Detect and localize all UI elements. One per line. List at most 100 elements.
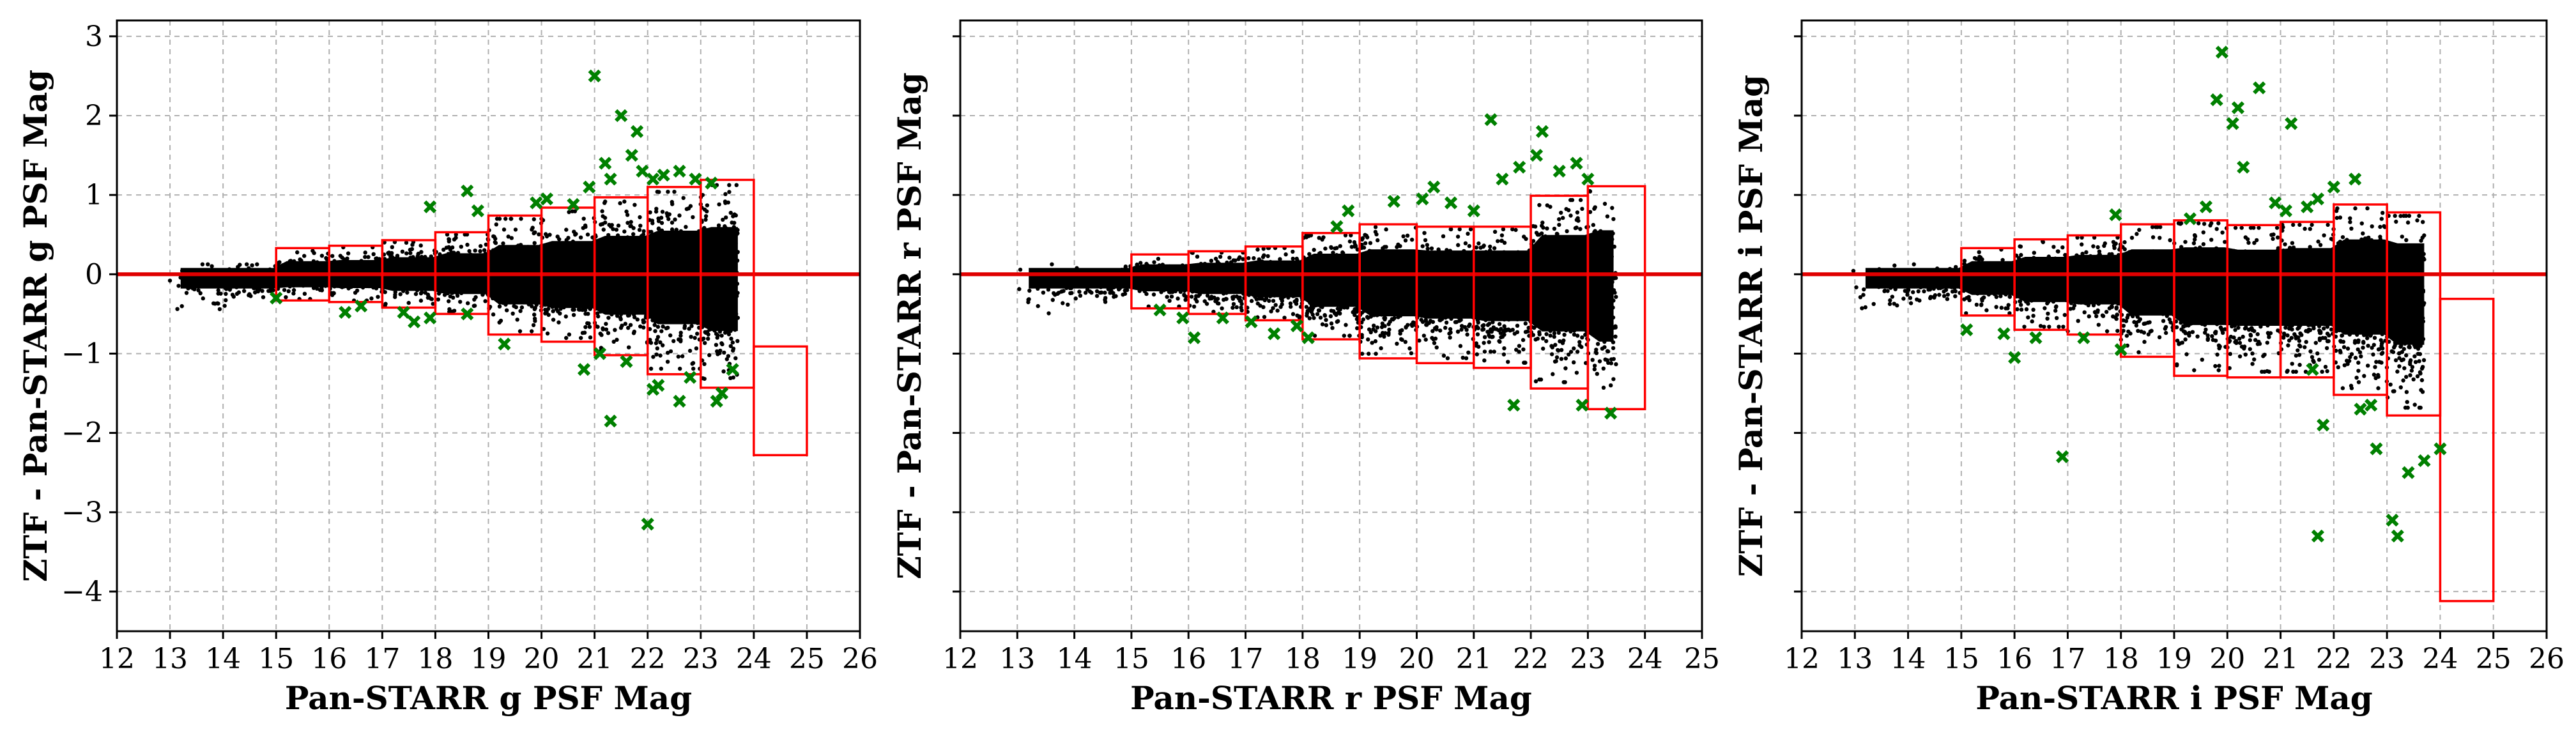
data-point — [721, 217, 725, 222]
data-point — [436, 297, 440, 302]
data-point — [1557, 217, 1561, 222]
data-point — [1467, 243, 1471, 249]
data-point — [1482, 358, 1487, 363]
data-point — [1374, 351, 1378, 356]
data-point — [1601, 385, 1606, 390]
y-tick-label: 1 — [85, 179, 103, 211]
x-tick-label: 15 — [258, 643, 294, 675]
data-point — [1211, 309, 1216, 314]
data-point — [1457, 227, 1462, 232]
data-point — [671, 339, 676, 344]
data-point — [687, 348, 693, 353]
data-point — [1372, 323, 1376, 328]
data-point — [1422, 334, 1426, 338]
outlier-marker — [339, 305, 352, 319]
data-point — [1209, 258, 1214, 263]
data-point — [1572, 346, 1576, 351]
data-point — [1304, 233, 1308, 238]
data-point — [363, 255, 367, 259]
data-point — [673, 217, 677, 222]
data-point — [1227, 256, 1232, 260]
data-point — [1255, 301, 1261, 306]
data-point — [705, 203, 710, 208]
data-point — [1347, 239, 1353, 244]
data-point — [1330, 326, 1335, 330]
data-point — [250, 263, 254, 268]
data-point — [1554, 231, 1560, 236]
data-point — [1289, 304, 1293, 309]
data-point — [1521, 347, 1526, 352]
data-point — [509, 217, 513, 221]
data-point — [1257, 257, 1262, 262]
x-tick-label: 16 — [311, 643, 347, 675]
data-point — [1595, 372, 1599, 376]
data-point — [1492, 246, 1497, 250]
data-point — [654, 352, 659, 356]
outlier-marker — [424, 311, 437, 325]
data-point — [383, 290, 387, 295]
x-tick-label: 23 — [683, 643, 719, 675]
outlier-marker — [424, 200, 437, 213]
data-point — [603, 220, 608, 225]
data-point — [1537, 203, 1542, 208]
data-point — [1218, 254, 1223, 259]
data-point — [684, 225, 688, 229]
data-point — [693, 335, 697, 341]
data-point — [374, 256, 379, 261]
data-point — [602, 215, 608, 220]
data-point — [641, 229, 646, 234]
data-point — [1517, 349, 1521, 354]
data-point — [464, 232, 470, 237]
data-point — [1564, 207, 1568, 211]
data-point — [532, 241, 537, 245]
panel-g: 12 13 14 15 16 17 18 19 20 21 22 23 24 25 26−4−3−2−101… — [17, 19, 878, 717]
data-point — [668, 349, 673, 354]
data-point — [618, 201, 622, 206]
outlier-marker — [673, 394, 686, 408]
data-point — [514, 305, 518, 309]
data-point — [1323, 246, 1328, 251]
data-point — [1496, 239, 1500, 243]
data-point — [1195, 254, 1200, 259]
data-point — [703, 214, 709, 218]
data-point — [418, 243, 423, 248]
data-point — [1271, 298, 1276, 303]
data-point — [613, 328, 617, 332]
data-point — [1445, 356, 1450, 360]
data-point — [628, 224, 632, 229]
data-point — [1603, 357, 1607, 362]
data-point — [1077, 289, 1082, 294]
data-point — [728, 344, 733, 348]
data-point — [606, 316, 611, 320]
data-point — [655, 346, 660, 351]
data-point — [1379, 325, 1384, 330]
data-point — [684, 207, 689, 211]
data-point — [731, 348, 735, 353]
data-point — [1305, 313, 1309, 318]
data-point — [451, 295, 456, 300]
data-point — [418, 298, 424, 303]
data-point — [714, 332, 719, 336]
outlier-marker — [673, 164, 686, 178]
data-point — [1531, 239, 1536, 243]
data-point — [1195, 299, 1199, 303]
data-point — [1294, 256, 1299, 261]
data-point — [665, 213, 670, 218]
outlier-marker — [726, 363, 739, 376]
data-point — [1266, 254, 1270, 259]
data-point — [551, 309, 555, 314]
data-point — [628, 323, 633, 327]
data-point — [467, 249, 471, 254]
x-tick-label: 13 — [152, 643, 188, 675]
data-point — [658, 340, 663, 344]
data-point — [688, 204, 693, 208]
data-point — [689, 324, 694, 328]
data-point — [459, 245, 463, 249]
data-point — [408, 251, 413, 256]
outlier-marker — [684, 371, 697, 384]
data-point — [1370, 341, 1374, 345]
data-point — [599, 333, 604, 337]
data-point — [473, 249, 477, 253]
data-point — [196, 288, 201, 293]
data-point — [707, 353, 712, 357]
